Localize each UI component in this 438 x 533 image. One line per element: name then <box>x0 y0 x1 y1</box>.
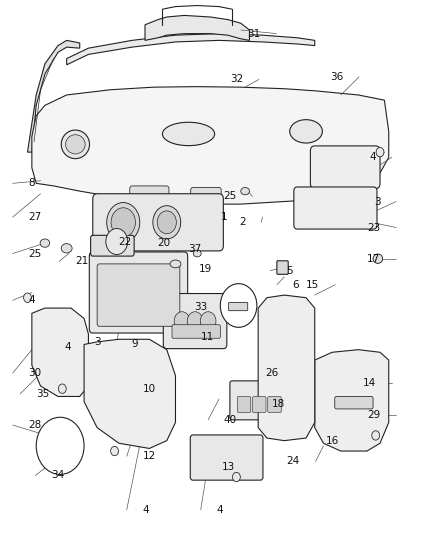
Text: 33: 33 <box>194 302 207 312</box>
Text: 35: 35 <box>36 389 49 399</box>
Text: 31: 31 <box>247 29 261 38</box>
Text: 25: 25 <box>28 248 42 259</box>
Text: 24: 24 <box>287 456 300 466</box>
Text: 13: 13 <box>222 462 235 472</box>
PathPatch shape <box>32 308 88 397</box>
Circle shape <box>174 312 190 330</box>
FancyBboxPatch shape <box>277 261 288 274</box>
Text: 2: 2 <box>239 217 246 227</box>
Text: 37: 37 <box>188 244 201 254</box>
Text: 21: 21 <box>75 256 88 266</box>
Circle shape <box>58 384 66 393</box>
Text: 17: 17 <box>367 254 381 264</box>
PathPatch shape <box>258 295 315 441</box>
Text: 28: 28 <box>28 420 42 430</box>
FancyBboxPatch shape <box>311 146 380 189</box>
Text: 12: 12 <box>142 451 155 461</box>
FancyBboxPatch shape <box>91 235 134 256</box>
Ellipse shape <box>241 188 250 195</box>
FancyBboxPatch shape <box>97 264 180 326</box>
Text: 15: 15 <box>306 280 320 290</box>
Text: 11: 11 <box>201 332 215 342</box>
Text: 22: 22 <box>118 237 132 247</box>
Text: 26: 26 <box>265 368 278 378</box>
Text: 32: 32 <box>230 75 244 84</box>
Text: 14: 14 <box>363 378 376 389</box>
Text: 4: 4 <box>142 505 149 515</box>
PathPatch shape <box>32 87 389 204</box>
FancyBboxPatch shape <box>93 193 223 251</box>
PathPatch shape <box>84 340 176 448</box>
FancyBboxPatch shape <box>268 397 281 413</box>
Text: 27: 27 <box>28 212 42 222</box>
FancyBboxPatch shape <box>230 381 291 420</box>
Circle shape <box>106 229 127 255</box>
Text: 30: 30 <box>28 368 42 378</box>
Circle shape <box>376 148 384 157</box>
Circle shape <box>111 208 135 237</box>
Circle shape <box>157 211 177 234</box>
Ellipse shape <box>162 122 215 146</box>
FancyBboxPatch shape <box>89 252 187 333</box>
Text: 10: 10 <box>142 384 155 394</box>
Ellipse shape <box>373 254 383 263</box>
Ellipse shape <box>290 119 322 143</box>
Circle shape <box>187 312 203 330</box>
FancyBboxPatch shape <box>163 294 227 349</box>
Circle shape <box>111 446 118 456</box>
Ellipse shape <box>40 239 49 247</box>
Text: 4: 4 <box>216 505 223 515</box>
Text: 4: 4 <box>64 342 71 352</box>
Circle shape <box>220 284 257 327</box>
Text: 40: 40 <box>224 415 237 425</box>
FancyBboxPatch shape <box>253 397 266 413</box>
Text: 5: 5 <box>286 265 293 276</box>
Text: 3: 3 <box>374 197 381 206</box>
Text: 34: 34 <box>51 471 64 480</box>
Ellipse shape <box>193 250 201 257</box>
PathPatch shape <box>28 41 80 152</box>
Text: 23: 23 <box>367 222 381 232</box>
FancyBboxPatch shape <box>172 325 220 338</box>
Text: 19: 19 <box>199 264 212 274</box>
FancyBboxPatch shape <box>294 187 377 229</box>
FancyBboxPatch shape <box>229 302 248 311</box>
Ellipse shape <box>170 260 181 268</box>
Text: 3: 3 <box>95 337 101 347</box>
Text: 36: 36 <box>330 72 343 82</box>
PathPatch shape <box>315 350 389 451</box>
Circle shape <box>372 431 380 440</box>
Circle shape <box>107 203 140 242</box>
Circle shape <box>200 312 216 330</box>
Ellipse shape <box>61 130 89 159</box>
Text: 1: 1 <box>221 212 227 222</box>
Text: 16: 16 <box>326 435 339 446</box>
Text: 18: 18 <box>272 399 285 409</box>
Text: 8: 8 <box>28 179 35 188</box>
PathPatch shape <box>67 34 315 65</box>
FancyBboxPatch shape <box>130 186 169 204</box>
Ellipse shape <box>66 135 85 154</box>
Circle shape <box>24 293 32 302</box>
Text: 4: 4 <box>370 152 376 163</box>
FancyBboxPatch shape <box>335 397 373 409</box>
PathPatch shape <box>145 15 250 41</box>
Text: 9: 9 <box>131 340 138 350</box>
Circle shape <box>233 472 240 482</box>
Text: 29: 29 <box>367 410 381 419</box>
FancyBboxPatch shape <box>237 397 251 413</box>
Ellipse shape <box>61 244 72 253</box>
FancyBboxPatch shape <box>190 435 263 480</box>
Circle shape <box>36 417 84 474</box>
Text: 25: 25 <box>223 191 237 201</box>
Text: 4: 4 <box>28 295 35 305</box>
Text: 6: 6 <box>293 280 299 290</box>
FancyBboxPatch shape <box>191 188 221 204</box>
Text: 20: 20 <box>158 238 171 248</box>
Circle shape <box>153 206 181 239</box>
